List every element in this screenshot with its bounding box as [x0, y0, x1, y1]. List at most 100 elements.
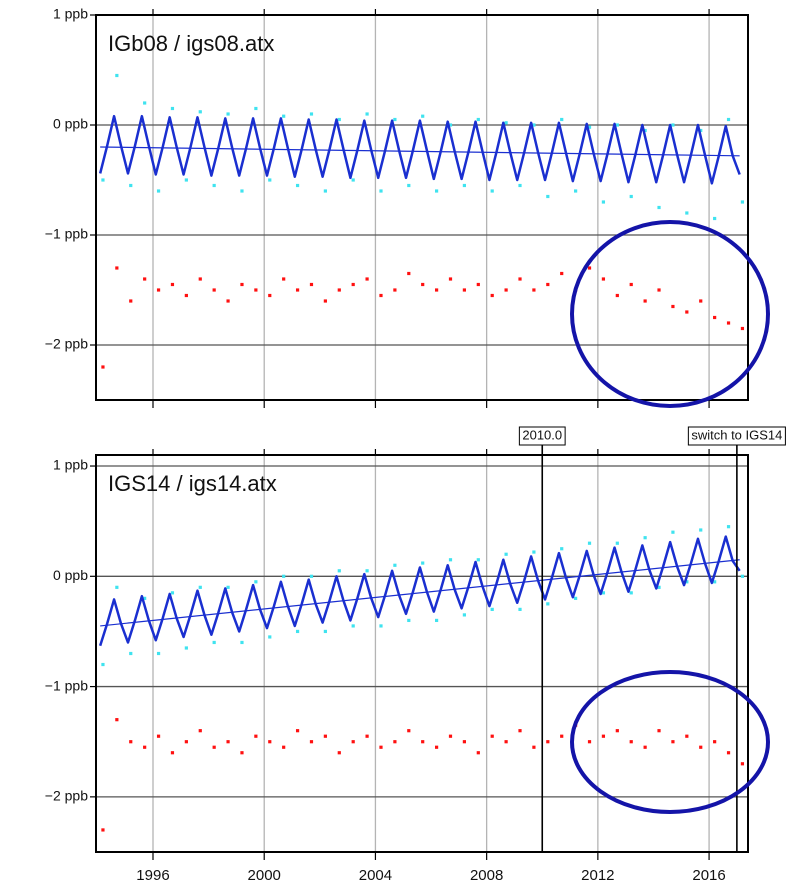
data-point — [713, 740, 717, 744]
data-point — [407, 729, 411, 733]
y-tick-label: 1 ppb — [53, 6, 88, 22]
data-point — [726, 525, 731, 529]
data-point — [504, 121, 508, 125]
fit-line — [100, 559, 740, 627]
plot-frame — [95, 14, 749, 401]
panel: 1996 2000 2004 2008 2012 2016 1 ppb 0 ppb −1 ppb… — [45, 426, 786, 884]
x-tick-label: 2004 — [359, 867, 392, 884]
data-point — [254, 734, 258, 738]
data-point — [574, 189, 578, 193]
data-point — [101, 365, 105, 369]
x-tick-label: 2000 — [248, 867, 281, 884]
y-tick-label: −1 ppb — [45, 226, 88, 242]
data-point — [254, 106, 258, 111]
data-point — [699, 128, 703, 133]
data-point — [365, 277, 369, 281]
data-point — [212, 288, 216, 292]
data-point — [379, 745, 383, 749]
data-point — [268, 178, 272, 182]
highlight-ellipse — [570, 220, 770, 408]
plot-frame — [95, 454, 749, 853]
panel-title: IGb08 / igs08.atx — [108, 31, 274, 56]
data-point — [448, 734, 453, 738]
data-point — [379, 293, 383, 298]
y-tick-label: −2 ppb — [45, 788, 88, 804]
data-point — [601, 734, 606, 738]
data-point — [643, 536, 647, 540]
data-point — [421, 740, 425, 744]
data-point — [226, 112, 230, 116]
data-point — [504, 288, 508, 292]
data-point — [490, 189, 494, 193]
data-point — [532, 745, 536, 749]
data-point — [393, 288, 397, 292]
data-point — [129, 183, 133, 188]
data-point — [198, 729, 202, 733]
data-point — [615, 123, 619, 127]
data-point — [532, 123, 536, 127]
data-point — [143, 745, 147, 749]
data-point — [490, 293, 494, 298]
data-point — [504, 552, 508, 556]
data-point — [198, 277, 202, 281]
fit-line — [98, 114, 741, 185]
data-point — [184, 740, 188, 744]
data-point — [462, 183, 467, 188]
y-tick-label: 0 ppb — [53, 567, 88, 583]
data-point — [504, 740, 508, 744]
data-point — [462, 740, 467, 744]
highlight-ellipse — [570, 670, 770, 814]
annotation-label: 2010.0 — [522, 427, 562, 442]
data-point — [699, 745, 703, 749]
data-point — [170, 591, 175, 595]
data-point — [323, 189, 327, 193]
data-point — [337, 569, 341, 573]
data-point — [129, 651, 133, 656]
data-point — [546, 602, 550, 606]
data-point — [198, 110, 202, 114]
data-point — [685, 734, 689, 738]
data-point — [156, 288, 161, 292]
data-point — [601, 591, 606, 595]
data-point — [240, 751, 244, 755]
data-point — [282, 114, 286, 118]
data-point — [476, 558, 480, 562]
data-point — [115, 718, 119, 722]
data-point — [643, 745, 647, 749]
data-point — [685, 211, 689, 215]
data-point — [629, 591, 633, 595]
data-point — [184, 178, 188, 182]
data-point — [393, 740, 397, 744]
data-point — [115, 266, 119, 270]
data-point — [726, 117, 731, 122]
data-point — [156, 189, 161, 193]
data-point — [393, 117, 397, 122]
data-point — [713, 315, 717, 320]
data-point — [365, 112, 369, 116]
data-point — [407, 183, 411, 188]
data-point — [101, 828, 105, 832]
data-point — [351, 740, 355, 744]
data-point — [337, 117, 341, 122]
data-point — [657, 585, 661, 589]
data-point — [351, 624, 355, 628]
data-point — [615, 293, 619, 298]
data-point — [434, 618, 439, 623]
data-point — [323, 299, 327, 303]
data-point — [143, 101, 147, 105]
data-point — [657, 205, 661, 210]
data-point — [379, 624, 383, 628]
data-point — [379, 189, 383, 193]
data-point — [282, 574, 286, 578]
data-point — [448, 123, 453, 127]
data-point — [546, 194, 550, 199]
data-point — [615, 729, 619, 733]
data-point — [170, 282, 175, 287]
data-point — [254, 580, 258, 584]
data-point — [587, 740, 592, 744]
data-point — [615, 541, 619, 545]
data-point — [532, 288, 536, 292]
x-tick-label: 2008 — [470, 867, 503, 884]
